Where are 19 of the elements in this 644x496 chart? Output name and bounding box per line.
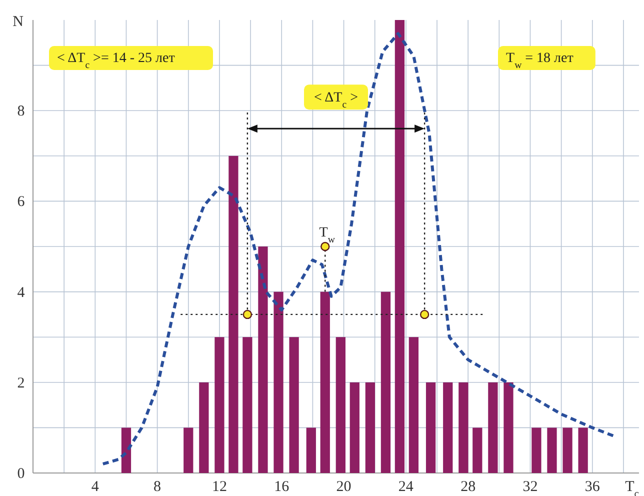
x-tick-label: 32: [522, 479, 538, 495]
x-tick-label: 28: [460, 479, 476, 495]
annotation: T$_{w}$ = 18 лет: [506, 51, 574, 70]
x-tick-label: 8: [154, 479, 162, 495]
x-tick-label: 4: [91, 479, 100, 495]
x-tick-label: 12: [212, 479, 227, 495]
x-tick-label: 20: [336, 479, 352, 495]
annotation: T$_{w}$: [319, 226, 336, 245]
y-tick-label: 6: [17, 194, 26, 210]
annotation: < ΔT$_{c}$ >= 14 - 25 лет: [57, 51, 175, 70]
x-tick-label: 24: [398, 479, 414, 495]
y-axis-title: N: [12, 14, 24, 30]
y-tick-label: 8: [17, 104, 25, 120]
y-tick-label: 2: [17, 375, 25, 392]
x-tick-label: 36: [584, 479, 600, 495]
y-tick-label: 4: [17, 284, 26, 301]
y-tick-label: 0: [17, 466, 25, 482]
annotation: < ΔT$_{c}$ >: [314, 90, 358, 110]
x-tick-label: 16: [274, 479, 290, 495]
